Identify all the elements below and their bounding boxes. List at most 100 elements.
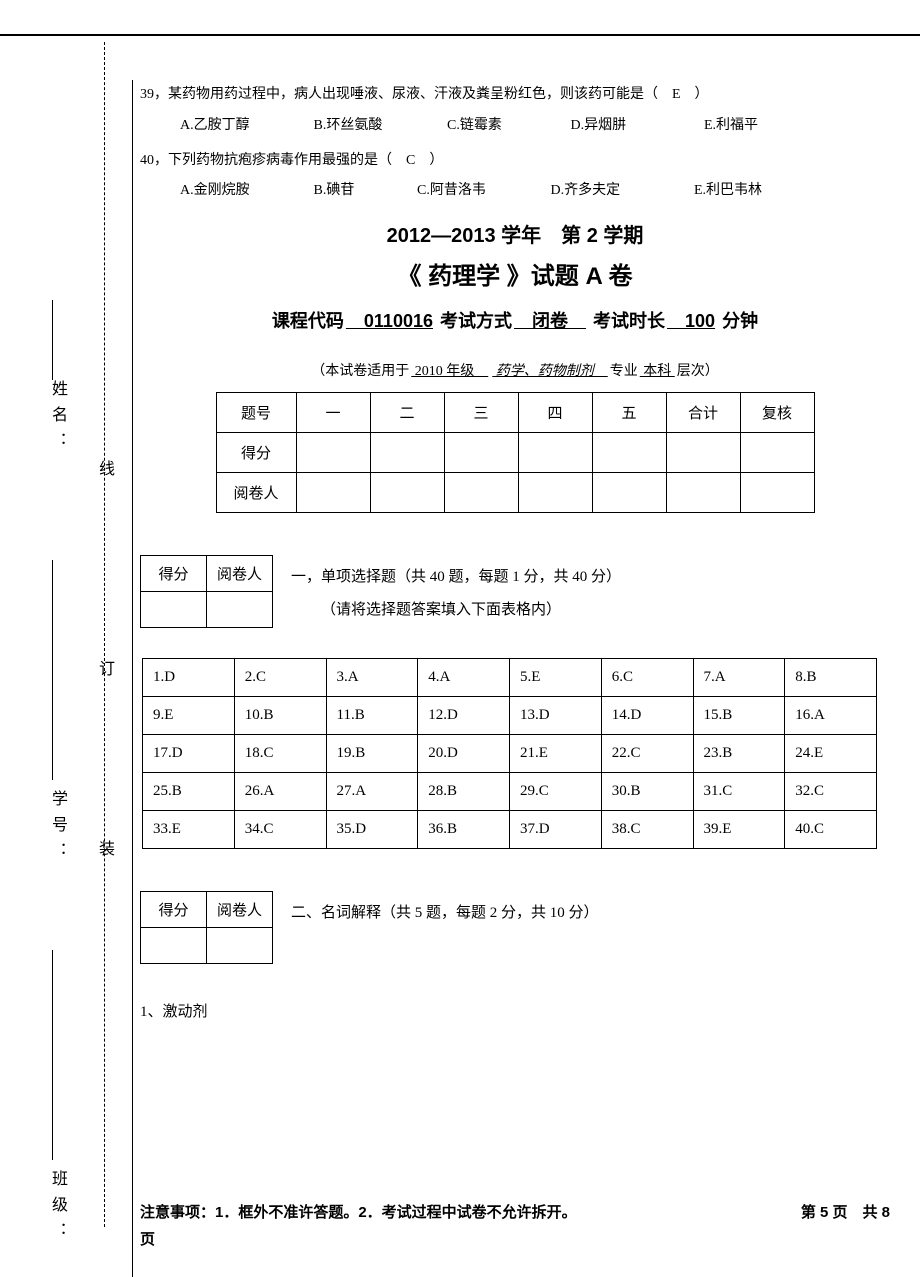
table-row: 17.D18.C19.B20.D21.E22.C23.B24.E [143,734,877,772]
mini-marker: 阅卷人 [207,891,273,927]
title-semester: 2012—2013 学年 第 2 学期 [140,219,890,248]
answer-cell: 7.A [693,658,785,696]
answer-cell: 20.D [418,734,510,772]
answer-cell: 23.B [693,734,785,772]
hdr-marker: 阅卷人 [216,472,296,512]
cell [740,472,814,512]
applies-suf1: 专业 [610,364,638,379]
q40-opt-e: E.利巴韦林 [694,176,762,207]
answer-cell: 18.C [234,734,326,772]
col-5: 五 [592,392,666,432]
table-row: 阅卷人 [216,472,814,512]
course-code: 0110016 [344,311,435,331]
answer-cell: 2.C [234,658,326,696]
answer-cell: 29.C [510,772,602,810]
score-main-table: 题号 一 二 三 四 五 合计 复核 得分 阅卷人 [216,392,815,513]
cell [444,432,518,472]
table-row: 得分 [216,432,814,472]
answer-cell: 16.A [785,696,877,734]
answer-cell: 24.E [785,734,877,772]
answer-cell: 5.E [510,658,602,696]
q40-num: 40， [140,153,168,168]
col-total: 合计 [666,392,740,432]
mark-ding: 订 [92,660,116,680]
applies-level: 本科 [638,364,677,379]
table-row: 1.D2.C3.A4.A5.E6.C7.A8.B [143,658,877,696]
label-class: 班级： [45,1170,69,1248]
q39-opt-e: E.利福平 [704,111,758,142]
label-name: 姓名： [45,380,69,458]
cell [207,591,273,627]
q40-stem: 下列药物抗疱疹病毒作用最强的是（ C ） [168,153,443,168]
answer-cell: 37.D [510,810,602,848]
fill-class [52,950,54,1160]
col-review: 复核 [740,392,814,432]
table-row: 33.E34.C35.D36.B37.D38.C39.E40.C [143,810,877,848]
answer-cell: 28.B [418,772,510,810]
answer-cell: 17.D [143,734,235,772]
answer-cell: 13.D [510,696,602,734]
q39-num: 39， [140,87,168,102]
section1-note: （请将选择题答案填入下面表格内） [291,594,621,627]
footer: 注意事项：1．框外不准许答题。2．考试过程中试卷不允许拆开。 第 5 页 共 8… [140,1199,890,1253]
q39-options: A.乙胺丁醇 B.环丝氨酸 C.链霉素 D.异烟肼 E.利福平 [140,111,890,142]
answer-cell: 36.B [418,810,510,848]
answer-cell: 19.B [326,734,418,772]
answer-cell: 10.B [234,696,326,734]
applies-pre: （本试卷适用于 [311,364,409,379]
duration: 100 [665,311,717,331]
answer-cell: 27.A [326,772,418,810]
footer-note: 注意事项：1．框外不准许答题。2．考试过程中试卷不允许拆开。 [140,1204,577,1221]
answer-cell: 1.D [143,658,235,696]
col-1: 一 [296,392,370,432]
answer-cell: 9.E [143,696,235,734]
q40-opt-c: C.阿昔洛韦 [417,176,547,207]
mark-xian: 线 [92,460,116,480]
cell [740,432,814,472]
applies-major: 药学、药物制剂 [490,364,610,379]
col-2: 二 [370,392,444,432]
answer-cell: 14.D [601,696,693,734]
cell [518,432,592,472]
answer-cell: 8.B [785,658,877,696]
cell [296,472,370,512]
answer-cell: 34.C [234,810,326,848]
answer-cell: 4.A [418,658,510,696]
answers-table: 1.D2.C3.A4.A5.E6.C7.A8.B9.E10.B11.B12.D1… [142,658,877,849]
course-label: 课程代码 [272,311,344,331]
fill-id [52,560,54,780]
answer-cell: 33.E [143,810,235,848]
applies-line: （本试卷适用于 2010 年级 药学、药物制剂 专业 本科 层次） [140,360,890,380]
q40-options: A.金刚烷胺 B.碘苷 C.阿昔洛韦 D.齐多夫定 E.利巴韦林 [140,176,890,207]
title-paper: 《 药理学 》试题 A 卷 [140,256,890,291]
exam-mode-label: 考试方式 [440,311,512,331]
q39-opt-a: A.乙胺丁醇 [180,111,310,142]
table-row: 9.E10.B11.B12.D13.D14.D15.B16.A [143,696,877,734]
question-40: 40，下列药物抗疱疹病毒作用最强的是（ C ） A.金刚烷胺 B.碘苷 C.阿昔… [140,146,890,208]
applies-year: 2010 年级 [409,364,490,379]
cell [666,432,740,472]
mini-score: 得分 [141,555,207,591]
duration-label: 考试时长 [593,311,665,331]
content-left-border [132,80,133,1277]
answer-cell: 22.C [601,734,693,772]
q40-opt-d: D.齐多夫定 [551,176,691,207]
answer-cell: 3.A [326,658,418,696]
q39-stem: 某药物用药过程中，病人出现唾液、尿液、汗液及粪呈粉红色，则该药可能是（ E ） [168,87,709,102]
q39-opt-b: B.环丝氨酸 [314,111,444,142]
top-rule [0,34,920,36]
label-id: 学号： [45,790,69,868]
answer-cell: 12.D [418,696,510,734]
q40-opt-a: A.金刚烷胺 [180,176,310,207]
mini-score-table-1: 得分阅卷人 [140,555,273,628]
answer-cell: 11.B [326,696,418,734]
table-row: 25.B26.A27.A28.B29.C30.B31.C32.C [143,772,877,810]
title-course-line: 课程代码 0110016 考试方式 闭卷 考试时长 100 分钟 [140,305,890,337]
cell [296,432,370,472]
term-1: 1、激动剂 [140,1000,890,1021]
binding-column: 姓名： 线 学号： 订 装 班级： [0,0,130,1277]
q39-opt-c: C.链霉素 [447,111,567,142]
answer-cell: 40.C [785,810,877,848]
section1-title: 一，单项选择题（共 40 题，每题 1 分，共 40 分） [291,561,621,594]
exam-mode: 闭卷 [512,311,588,331]
